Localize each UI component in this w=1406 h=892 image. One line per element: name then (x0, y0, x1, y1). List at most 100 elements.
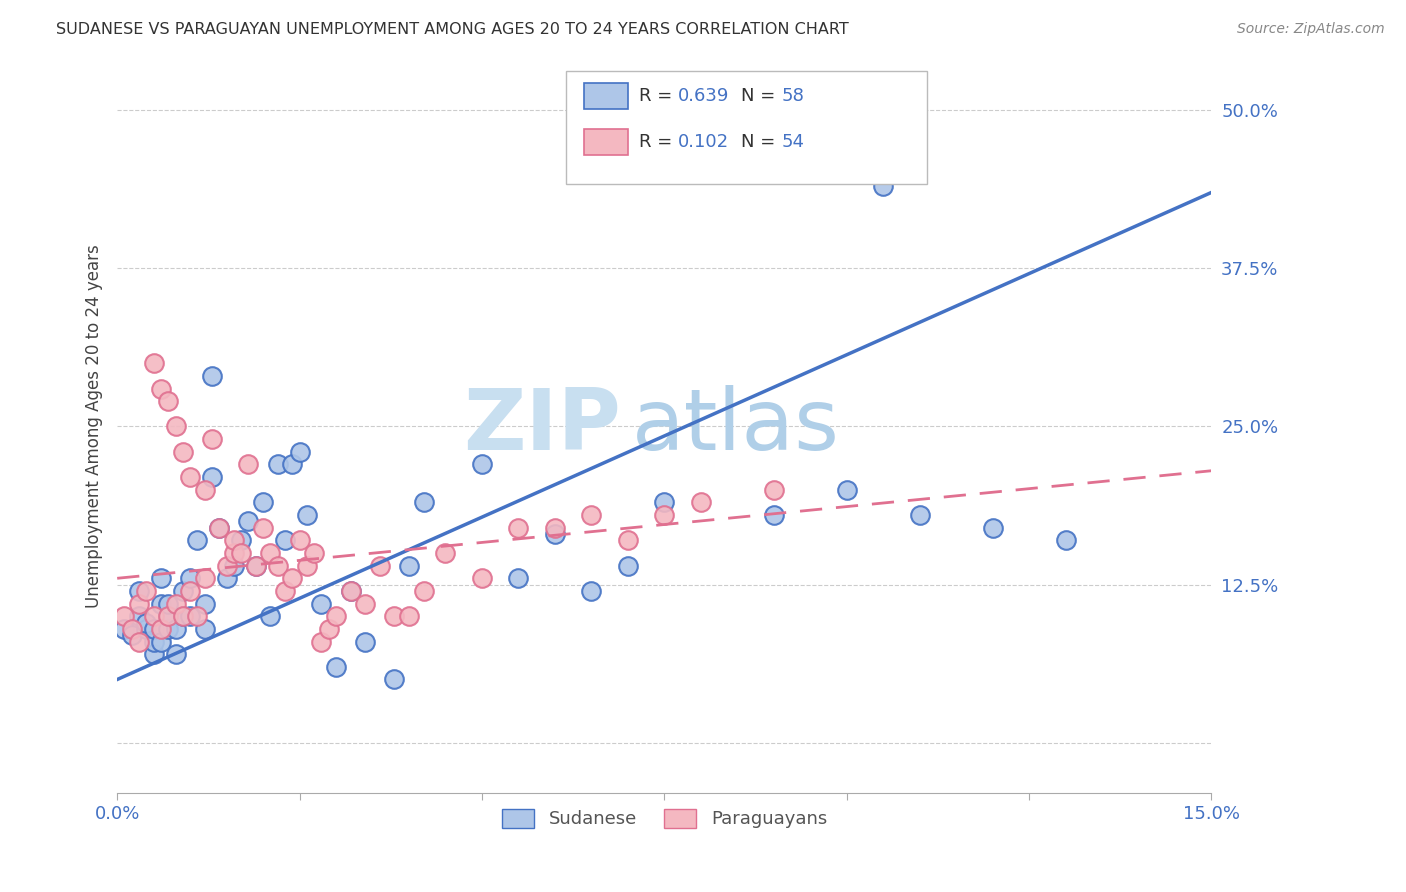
Point (114, 609, 136, 624)
Point (142, 634, 165, 648)
Point (135, 583, 157, 598)
Bar (585, 128, 628, 155)
Point (1054, 533, 1077, 548)
Point (325, 609, 347, 624)
Point (368, 558, 391, 573)
Point (354, 597, 377, 611)
Point (157, 394, 180, 409)
Point (238, 514, 260, 528)
Point (186, 533, 208, 548)
Text: N =: N = (741, 133, 780, 151)
Point (172, 609, 194, 624)
Point (339, 583, 361, 598)
Point (238, 458, 260, 472)
Point (295, 558, 318, 573)
Point (762, 508, 785, 522)
Point (165, 597, 187, 611)
Point (252, 495, 274, 509)
Point (165, 622, 187, 636)
Point (652, 508, 675, 522)
Point (412, 583, 434, 598)
Point (652, 495, 675, 509)
Point (149, 571, 172, 585)
Point (222, 533, 245, 548)
Point (762, 483, 785, 497)
Point (384, 673, 406, 687)
Point (311, 597, 333, 611)
Point (157, 609, 180, 624)
Point (252, 521, 274, 535)
Point (172, 609, 194, 624)
Point (295, 508, 318, 522)
Text: 0.102: 0.102 (678, 133, 728, 151)
Point (142, 622, 165, 636)
Text: ZIP: ZIP (463, 385, 620, 468)
Point (215, 558, 238, 573)
Text: SUDANESE VS PARAGUAYAN UNEMPLOYMENT AMONG AGES 20 TO 24 YEARS CORRELATION CHART: SUDANESE VS PARAGUAYAN UNEMPLOYMENT AMON… (56, 22, 849, 37)
Point (215, 571, 238, 585)
Point (354, 634, 377, 648)
Point (222, 558, 245, 573)
Point (172, 583, 194, 598)
Point (384, 609, 406, 624)
Point (149, 634, 172, 648)
Point (157, 597, 180, 611)
Point (544, 521, 567, 535)
Point (135, 622, 157, 636)
Point (281, 571, 304, 585)
Point (179, 583, 201, 598)
FancyBboxPatch shape (565, 70, 927, 185)
Point (274, 533, 297, 548)
Point (302, 546, 325, 560)
Point (142, 647, 165, 661)
Point (121, 622, 143, 636)
Point (194, 483, 217, 497)
Point (318, 622, 340, 636)
Point (149, 597, 172, 611)
Point (165, 419, 187, 434)
Point (339, 583, 361, 598)
Bar (585, 83, 628, 110)
Point (259, 609, 281, 624)
Point (208, 521, 231, 535)
Point (471, 458, 494, 472)
Text: 54: 54 (782, 133, 804, 151)
Point (689, 495, 711, 509)
Point (281, 458, 304, 472)
Point (114, 622, 136, 636)
Legend: Sudanese, Paraguayans: Sudanese, Paraguayans (495, 802, 834, 836)
Point (231, 533, 253, 548)
Point (194, 571, 217, 585)
Text: Source: ZipAtlas.com: Source: ZipAtlas.com (1237, 22, 1385, 37)
Point (128, 609, 150, 624)
Point (581, 508, 603, 522)
Point (274, 583, 297, 598)
Point (149, 622, 172, 636)
Point (179, 470, 201, 484)
Point (142, 609, 165, 624)
Point (157, 609, 180, 624)
Text: 58: 58 (782, 87, 804, 105)
Point (434, 546, 457, 560)
Point (245, 558, 267, 573)
Point (325, 660, 347, 674)
Point (266, 558, 288, 573)
Point (142, 356, 165, 370)
Point (266, 458, 288, 472)
Point (311, 634, 333, 648)
Point (157, 622, 180, 636)
Point (165, 647, 187, 661)
Point (222, 546, 245, 560)
Point (194, 597, 217, 611)
Point (201, 368, 224, 383)
Point (398, 558, 420, 573)
Point (121, 628, 143, 642)
Point (398, 609, 420, 624)
Point (835, 483, 858, 497)
Point (581, 583, 603, 598)
Point (201, 432, 224, 446)
Point (245, 558, 267, 573)
Point (194, 622, 217, 636)
Point (617, 558, 640, 573)
Point (412, 495, 434, 509)
